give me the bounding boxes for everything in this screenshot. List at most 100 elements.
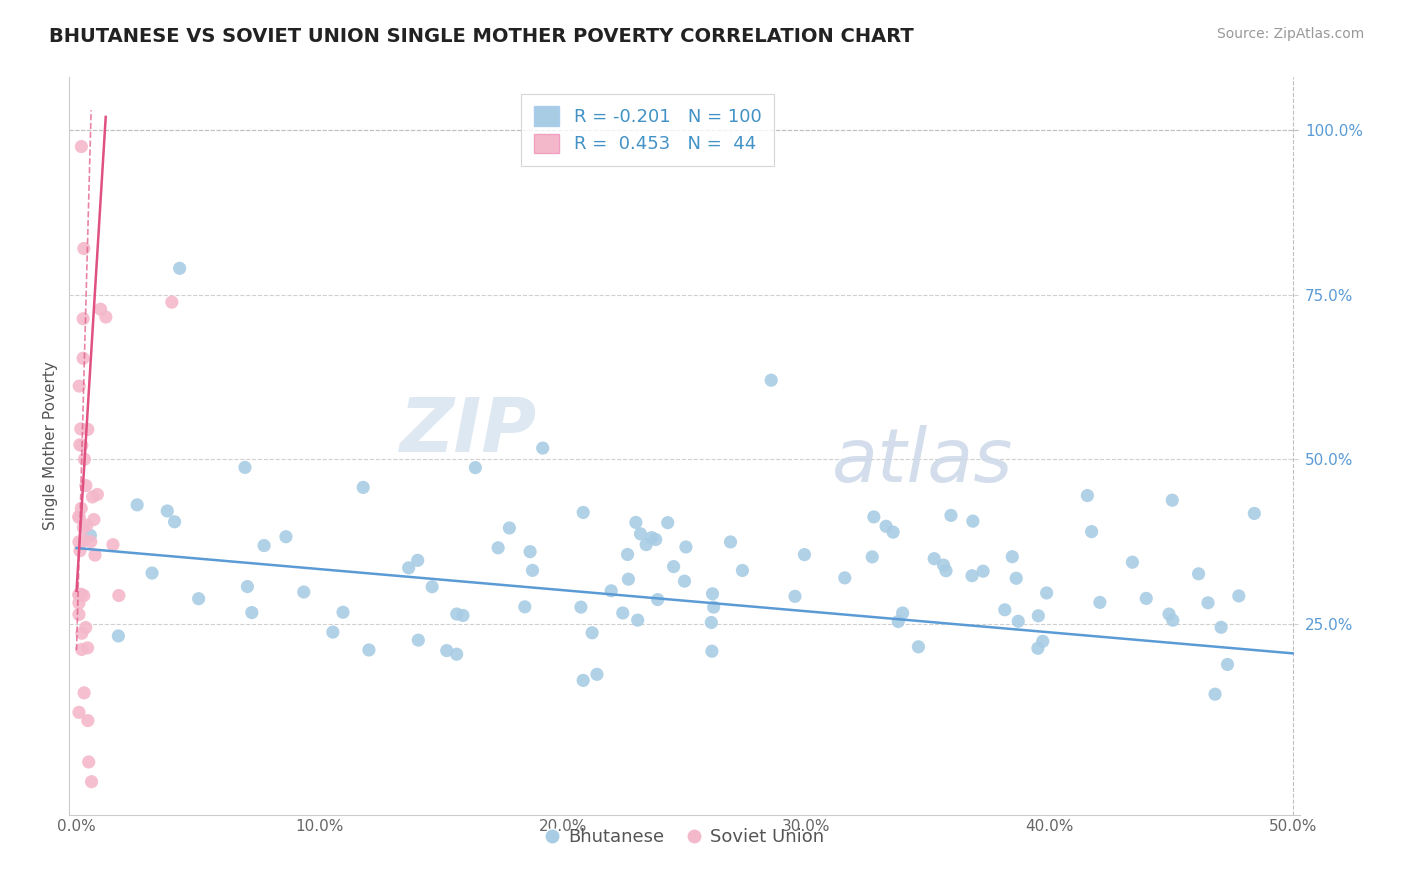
Point <box>882 525 904 540</box>
Point <box>67 588 90 602</box>
Point <box>962 514 984 528</box>
Point <box>513 599 536 614</box>
Point <box>887 615 910 629</box>
Point <box>960 568 983 582</box>
Point <box>939 508 962 523</box>
Point <box>1204 687 1226 701</box>
Point <box>1026 608 1049 623</box>
Point <box>1032 634 1054 648</box>
Point <box>69 422 91 436</box>
Point <box>451 608 474 623</box>
Point <box>322 625 344 640</box>
Point <box>240 606 263 620</box>
Point <box>141 566 163 580</box>
Point <box>76 422 98 436</box>
Point <box>83 512 105 526</box>
Point <box>274 530 297 544</box>
Point <box>76 640 98 655</box>
Point <box>1135 591 1157 606</box>
Point <box>700 644 723 658</box>
Point <box>82 490 104 504</box>
Point <box>156 504 179 518</box>
Point <box>76 714 98 728</box>
Point <box>627 613 650 627</box>
Point <box>675 540 697 554</box>
Point <box>498 521 520 535</box>
Point <box>72 521 94 535</box>
Point <box>94 310 117 324</box>
Point <box>662 559 685 574</box>
Point <box>73 242 96 256</box>
Point <box>1216 657 1239 672</box>
Point <box>67 379 90 393</box>
Point <box>107 629 129 643</box>
Point <box>636 538 658 552</box>
Point <box>657 516 679 530</box>
Point <box>891 606 914 620</box>
Point <box>486 541 509 555</box>
Point <box>1035 586 1057 600</box>
Point <box>127 498 149 512</box>
Point <box>406 553 429 567</box>
Point <box>84 548 107 562</box>
Point <box>253 539 276 553</box>
Point <box>67 706 90 720</box>
Point <box>70 626 93 640</box>
Point <box>702 587 724 601</box>
Point <box>703 600 725 615</box>
Point <box>531 441 554 455</box>
Point <box>408 633 430 648</box>
Point <box>1076 489 1098 503</box>
Point <box>69 438 91 452</box>
Point <box>73 686 96 700</box>
Point <box>1187 566 1209 581</box>
Point <box>1227 589 1250 603</box>
Point <box>67 510 90 524</box>
Point <box>644 533 666 547</box>
Point <box>875 519 897 533</box>
Point <box>569 600 592 615</box>
Point <box>160 295 183 310</box>
Point <box>935 564 957 578</box>
Point <box>69 543 91 558</box>
Point <box>1157 607 1180 621</box>
Y-axis label: Single Mother Poverty: Single Mother Poverty <box>44 361 58 531</box>
Text: atlas: atlas <box>832 425 1014 497</box>
Point <box>1121 555 1143 569</box>
Point <box>1001 549 1024 564</box>
Point <box>1080 524 1102 539</box>
Point <box>352 480 374 494</box>
Point <box>75 621 97 635</box>
Point <box>70 501 93 516</box>
Point <box>169 261 191 276</box>
Point <box>446 647 468 661</box>
Point <box>73 589 96 603</box>
Point <box>612 606 634 620</box>
Point <box>600 583 623 598</box>
Point <box>446 607 468 621</box>
Point <box>79 528 101 542</box>
Point <box>80 534 103 549</box>
Point <box>972 564 994 578</box>
Point <box>617 572 640 586</box>
Point <box>994 603 1017 617</box>
Point <box>108 589 131 603</box>
Point <box>616 548 638 562</box>
Point <box>76 518 98 533</box>
Point <box>834 571 856 585</box>
Point <box>70 642 93 657</box>
Legend: Bhutanese, Soviet Union: Bhutanese, Soviet Union <box>538 821 831 854</box>
Point <box>700 615 723 630</box>
Point <box>436 643 458 657</box>
Point <box>1197 596 1219 610</box>
Point <box>647 592 669 607</box>
Text: BHUTANESE VS SOVIET UNION SINGLE MOTHER POVERTY CORRELATION CHART: BHUTANESE VS SOVIET UNION SINGLE MOTHER … <box>49 27 914 45</box>
Point <box>332 605 354 619</box>
Point <box>464 460 486 475</box>
Point <box>67 535 90 549</box>
Point <box>1161 613 1184 627</box>
Point <box>731 564 754 578</box>
Point <box>793 548 815 562</box>
Point <box>357 643 380 657</box>
Point <box>70 438 93 452</box>
